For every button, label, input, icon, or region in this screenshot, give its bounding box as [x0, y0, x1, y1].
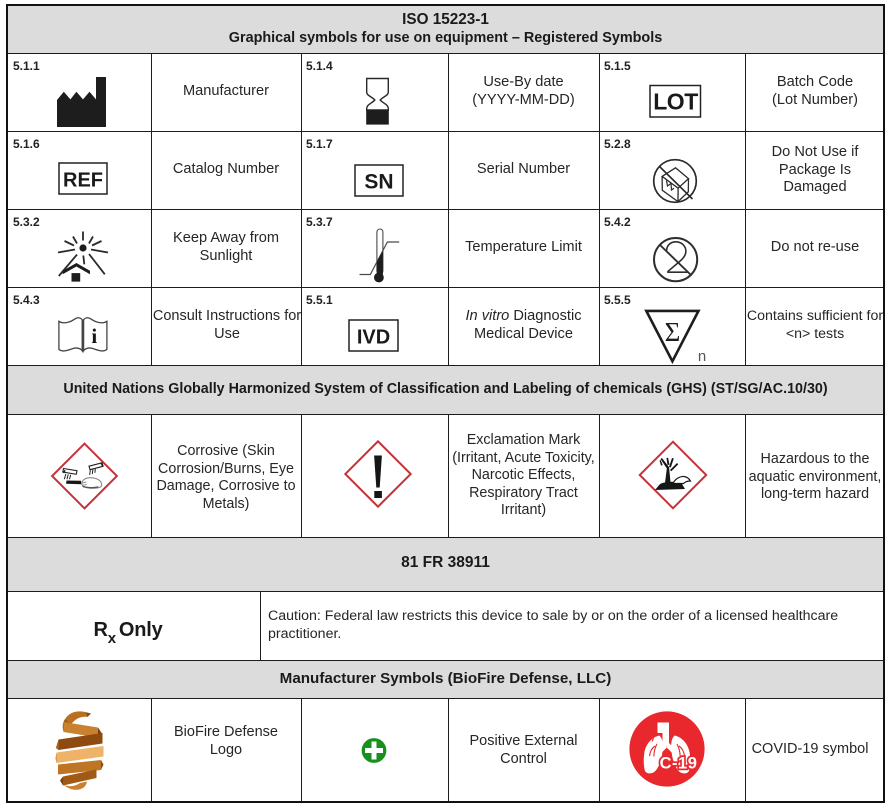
- svg-text:REF: REF: [63, 170, 103, 192]
- svg-text:LOT: LOT: [653, 89, 698, 115]
- svg-text:i: i: [91, 324, 97, 348]
- svg-text:IVD: IVD: [357, 327, 390, 349]
- svg-text:C-19: C-19: [660, 755, 698, 773]
- svg-text:SN: SN: [364, 171, 393, 194]
- svg-text:Σ: Σ: [665, 317, 681, 347]
- svg-text:n: n: [698, 348, 706, 365]
